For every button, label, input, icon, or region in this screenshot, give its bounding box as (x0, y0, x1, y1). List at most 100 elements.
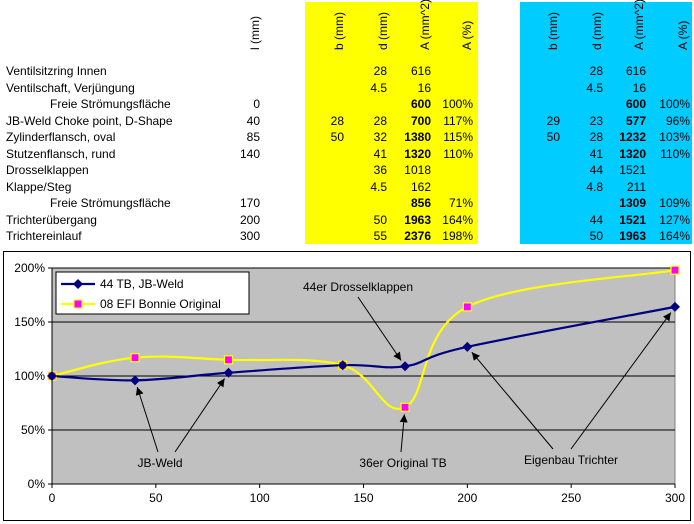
cell-l: 170 (239, 196, 260, 210)
cell-b: 28 (330, 113, 344, 128)
annotation-label: Eigenbau Trichter (524, 453, 618, 467)
cell-a2: 600 (625, 97, 646, 111)
xtick-label: 0 (49, 491, 56, 505)
marker-jb-weld (462, 341, 473, 352)
cell-d: 55 (373, 229, 387, 243)
cell-a2: 1320 (619, 146, 646, 161)
xtick-label: 150 (353, 491, 373, 505)
cell-a: 162 (410, 179, 431, 194)
marker-jb-weld (223, 367, 234, 378)
ytick-label: 150% (14, 315, 45, 329)
annotation-arrow (471, 351, 554, 450)
ytick-label: 50% (21, 423, 45, 437)
44-tb-column-band (520, 2, 692, 244)
cell-b: 50 (330, 130, 344, 144)
cell-a2: 1963 (619, 229, 646, 243)
series-line-efi-original (51, 269, 676, 410)
cell-d: 4.5 (370, 80, 387, 95)
marker-efi-original (223, 355, 234, 365)
header-a-label: A (mm^2) (418, 0, 432, 50)
annotation-arrow (174, 378, 226, 453)
marker-efi-original (670, 265, 680, 275)
row-label: Freie Strömungsfläche (50, 196, 171, 210)
legend-label: 44 TB, JB-Weld (100, 277, 184, 291)
cell-d2: 44 (589, 163, 603, 177)
header-a2: A (mm^2) (632, 0, 646, 64)
annotation-arrow (570, 312, 672, 450)
cell-a: 1320 (404, 146, 431, 161)
row-label: Klappe/Steg (6, 179, 72, 194)
cell-ap: 198% (442, 229, 473, 243)
cell-a2: 577 (625, 113, 646, 128)
cell-d2: 41 (589, 146, 603, 161)
cell-a: 1963 (404, 212, 431, 227)
xtick-label: 250 (561, 491, 581, 505)
cell-d: 41 (373, 146, 387, 161)
row-label: Stutzenflansch, rund (6, 146, 116, 161)
header-ap: A (%) (460, 6, 474, 64)
cell-l: 0 (253, 97, 260, 111)
cell-d2: 44 (589, 212, 603, 227)
ytick-label: 200% (14, 261, 45, 275)
header-d2: d (mm) (590, 6, 604, 64)
cell-a2: 1309 (619, 196, 646, 210)
header-ap2-label: A (%) (676, 20, 690, 50)
row-label: JB-Weld Choke point, D-Shape (6, 113, 173, 128)
cell-ap2: 96% (665, 113, 690, 128)
legend-box (55, 271, 250, 315)
xtick-label: 300 (665, 491, 685, 505)
cell-a: 1018 (404, 163, 431, 177)
marker-jb-weld (670, 301, 680, 312)
annotation-arrow (135, 386, 159, 453)
cell-a2: 1232 (619, 130, 646, 144)
cell-d2: 23 (589, 113, 603, 128)
row-label: Ventilschaft, Verjüngung (6, 80, 135, 95)
cell-a: 1380 (404, 130, 431, 144)
annotation-arrow (357, 296, 402, 361)
row-label: Ventilsitzring Innen (6, 64, 107, 78)
header-ap-label: A (%) (460, 20, 474, 50)
flow-area-chart: 0% 50% 100% 150% 200% 0 50 100 150 200 250 300 44er… (3, 251, 691, 521)
header-a: A (mm^2) (418, 0, 432, 64)
annotation-label: JB-Weld (137, 456, 182, 470)
cell-d: 28 (373, 64, 387, 78)
cell-ap: 71% (448, 196, 473, 210)
marker-jb-weld (337, 360, 348, 371)
cell-a: 2376 (404, 229, 431, 243)
cell-ap2: 110% (660, 146, 690, 161)
cell-d2: 28 (589, 64, 603, 78)
cell-ap2: 103% (659, 130, 690, 144)
legend-marker-jb-weld (73, 279, 83, 289)
cell-a: 700 (410, 113, 431, 128)
cell-a: 616 (410, 64, 431, 78)
cell-d: 50 (373, 212, 387, 227)
cell-d2: 28 (589, 130, 603, 144)
marker-jb-weld (130, 375, 141, 386)
xtick-label: 100 (250, 491, 270, 505)
cell-a2: 616 (625, 64, 646, 78)
data-table: l (mm) b (mm) d (mm) A (mm^2) A (%) b (mm) d (… (0, 0, 694, 248)
cell-a: 856 (410, 196, 431, 210)
row-label: Trichterübergang (6, 212, 97, 227)
cell-l: 300 (239, 229, 260, 243)
cell-ap: 117% (443, 113, 473, 128)
cell-l: 200 (239, 212, 260, 227)
cell-a: 16 (417, 80, 431, 95)
cell-ap2: 109% (659, 196, 690, 210)
header-l-label: l (mm) (248, 16, 262, 50)
cell-d: 28 (373, 113, 387, 128)
cell-b2: 29 (546, 113, 560, 128)
cell-b2: 50 (546, 130, 560, 144)
legend-marker-efi-original (73, 299, 83, 309)
cell-ap: 115% (443, 130, 473, 144)
row-label: Zylinderflansch, oval (6, 130, 116, 144)
header-d2-label: d (mm) (590, 12, 604, 50)
header-d: d (mm) (376, 6, 390, 64)
annotation-label: 36er Original TB (359, 456, 446, 470)
header-d-label: d (mm) (376, 12, 390, 50)
xtick-label: 200 (457, 491, 477, 505)
cell-ap: 164% (442, 212, 473, 227)
ytick-label: 0% (28, 477, 46, 491)
header-b-label: b (mm) (332, 12, 346, 50)
cell-ap: 100% (442, 97, 473, 111)
